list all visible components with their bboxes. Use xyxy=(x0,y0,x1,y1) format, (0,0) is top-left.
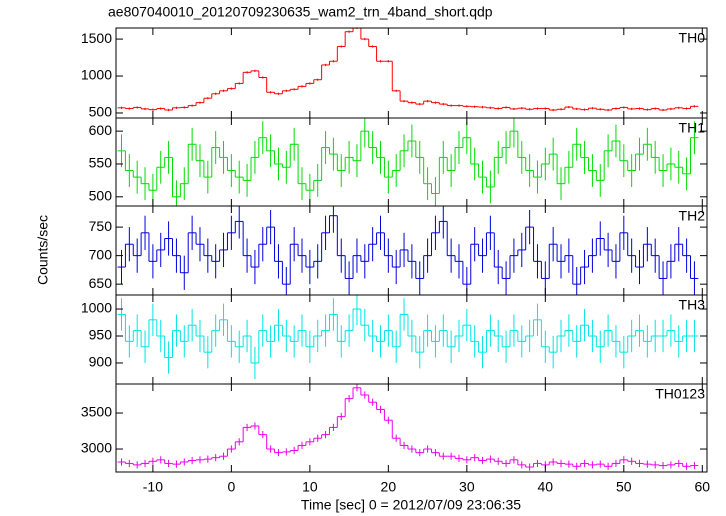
y-tick-label: 900 xyxy=(89,354,113,370)
x-tick-label: -10 xyxy=(143,479,163,495)
panel xyxy=(117,206,699,295)
panel-label: TH3 xyxy=(679,297,706,313)
x-axis-label: Time [sec] 0 = 2012/07/09 23:06:35 xyxy=(301,497,521,513)
x-tick-label: 20 xyxy=(381,479,397,495)
y-tick-label: 700 xyxy=(89,246,113,262)
x-tick-label: 40 xyxy=(538,479,554,495)
y-tick-label: 750 xyxy=(89,218,113,234)
y-tick-label: 3000 xyxy=(81,440,112,456)
x-tick-label: 10 xyxy=(302,479,318,495)
x-tick-label: 50 xyxy=(616,479,632,495)
panel-frame xyxy=(115,383,708,473)
x-tick-label: 60 xyxy=(695,479,711,495)
y-tick-label: 500 xyxy=(89,188,113,204)
y-tick-label: 3500 xyxy=(81,404,112,420)
panel-label: TH0 xyxy=(679,30,706,46)
panel-label: TH0123 xyxy=(655,386,705,402)
y-tick-label: 1500 xyxy=(81,30,112,46)
panel-label: TH2 xyxy=(679,208,706,224)
panel xyxy=(117,118,699,206)
panel xyxy=(117,295,699,380)
panel xyxy=(117,384,699,471)
y-tick-label: 1000 xyxy=(81,67,112,83)
y-tick-label: 600 xyxy=(89,122,113,138)
y-tick-label: 500 xyxy=(89,104,113,120)
panel-label: TH1 xyxy=(679,120,706,136)
y-tick-label: 650 xyxy=(89,275,113,291)
y-axis-label: Counts/sec xyxy=(35,215,51,285)
chart-title: ae807040010_20120709230635_wam2_trn_4ban… xyxy=(108,4,493,20)
x-tick-label: 0 xyxy=(227,479,235,495)
y-tick-label: 950 xyxy=(89,327,113,343)
panel xyxy=(117,28,699,112)
y-tick-label: 550 xyxy=(89,155,113,171)
y-tick-label: 1000 xyxy=(81,300,112,316)
panel-frame xyxy=(115,27,708,119)
x-tick-label: 30 xyxy=(459,479,475,495)
